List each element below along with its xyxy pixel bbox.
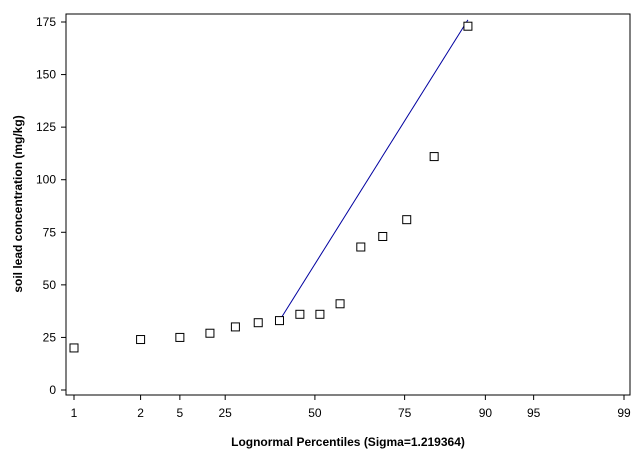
data-point bbox=[274, 316, 284, 326]
plot-frame bbox=[65, 13, 631, 396]
data-point bbox=[205, 328, 215, 338]
y-tick-label: 75 bbox=[43, 225, 57, 239]
x-axis: 1 2 5 25 50 75 90 95 99 bbox=[71, 395, 631, 420]
y-axis: 0 25 50 75 100 125 150 175 bbox=[36, 15, 66, 397]
data-point bbox=[69, 343, 79, 353]
fit-line bbox=[279, 19, 469, 321]
data-point bbox=[253, 318, 263, 328]
x-tick-label: 99 bbox=[617, 406, 631, 420]
x-tick-label: 75 bbox=[398, 406, 412, 420]
plot-area bbox=[65, 13, 631, 396]
data-point bbox=[429, 152, 439, 162]
y-tick-label: 25 bbox=[43, 330, 57, 344]
data-point bbox=[136, 335, 146, 345]
x-tick-label: 50 bbox=[308, 406, 322, 420]
data-point bbox=[230, 322, 240, 332]
y-tick-label: 50 bbox=[43, 278, 57, 292]
data-points bbox=[69, 21, 473, 353]
data-point bbox=[463, 21, 473, 31]
y-tick-label: 100 bbox=[36, 173, 56, 187]
y-axis-label: soil lead concentration (mg/kg) bbox=[11, 115, 25, 292]
x-tick-label: 2 bbox=[137, 406, 144, 420]
x-tick-label: 90 bbox=[479, 406, 493, 420]
fit-line-layer bbox=[279, 19, 469, 321]
data-point bbox=[175, 332, 185, 342]
y-tick-label: 0 bbox=[49, 383, 56, 397]
y-tick-label: 125 bbox=[36, 120, 56, 134]
x-tick-label: 25 bbox=[219, 406, 233, 420]
data-point bbox=[335, 299, 345, 309]
x-tick-label: 5 bbox=[177, 406, 184, 420]
y-tick-label: 175 bbox=[36, 15, 56, 29]
data-point bbox=[295, 309, 305, 319]
data-point bbox=[315, 309, 325, 319]
x-axis-label: Lognormal Percentiles (Sigma=1.219364) bbox=[231, 435, 465, 449]
x-tick-label: 1 bbox=[71, 406, 78, 420]
x-tick-label: 95 bbox=[527, 406, 541, 420]
y-tick-label: 150 bbox=[36, 68, 56, 82]
data-point bbox=[402, 215, 412, 225]
data-point bbox=[356, 242, 366, 252]
data-point bbox=[378, 231, 388, 241]
